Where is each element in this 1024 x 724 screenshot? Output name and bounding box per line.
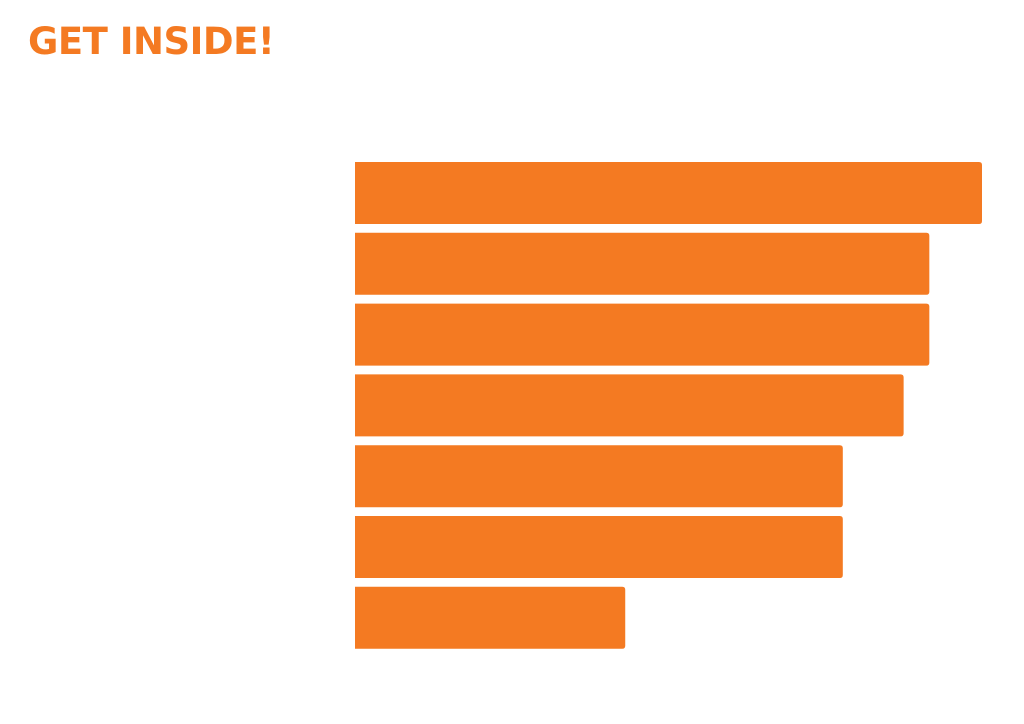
bar-6 — [355, 516, 843, 578]
bar-2 — [355, 232, 930, 295]
bar-4 — [355, 374, 904, 437]
bar-5 — [355, 445, 843, 508]
bar-7 — [355, 586, 626, 649]
bar-3 — [355, 303, 930, 366]
chart-title: GET INSIDE! — [28, 20, 275, 63]
bar-1 — [355, 162, 982, 224]
